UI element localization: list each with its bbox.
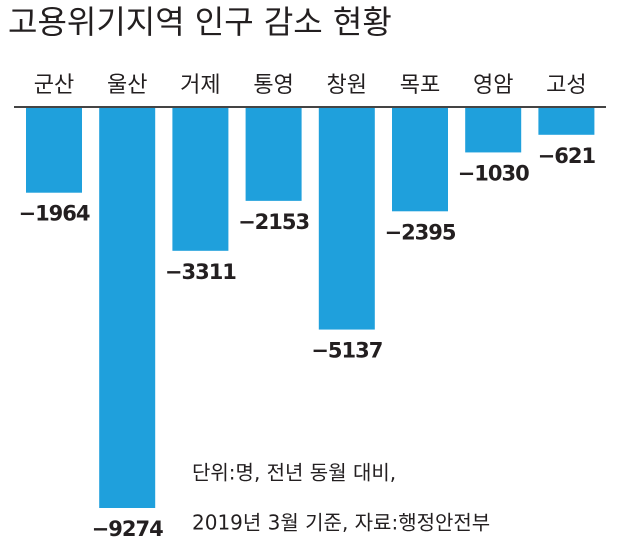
category-label: 거제 xyxy=(180,73,220,98)
category-label: 울산 xyxy=(107,73,147,98)
bar xyxy=(99,108,156,508)
category-label: 고성 xyxy=(546,73,586,98)
value-label: −1964 xyxy=(18,202,89,226)
category-label: 군산 xyxy=(34,73,74,98)
category-label: 통영 xyxy=(253,73,293,98)
bar xyxy=(172,108,229,251)
value-label: −3311 xyxy=(165,260,236,284)
bar xyxy=(392,108,448,212)
bar xyxy=(245,108,302,201)
bar xyxy=(318,108,375,330)
value-label: −2153 xyxy=(238,210,309,234)
value-label: −621 xyxy=(538,144,596,168)
bar xyxy=(465,108,522,153)
value-label: −9274 xyxy=(92,517,163,539)
bar xyxy=(26,108,82,193)
bar xyxy=(538,108,595,135)
category-label: 창원 xyxy=(327,73,367,98)
value-label: −1030 xyxy=(458,161,529,185)
note: 2019년 3월 기준, 자료:행정안전부 xyxy=(192,511,490,535)
note: 단위:명, 전년 동월 대비, xyxy=(192,461,396,485)
category-label: 목포 xyxy=(400,73,440,98)
chart-title: 고용위기지역 인구 감소 현황 xyxy=(8,3,392,41)
value-label: −5137 xyxy=(311,339,382,363)
category-label: 영암 xyxy=(473,73,513,98)
value-label: −2395 xyxy=(384,220,455,244)
